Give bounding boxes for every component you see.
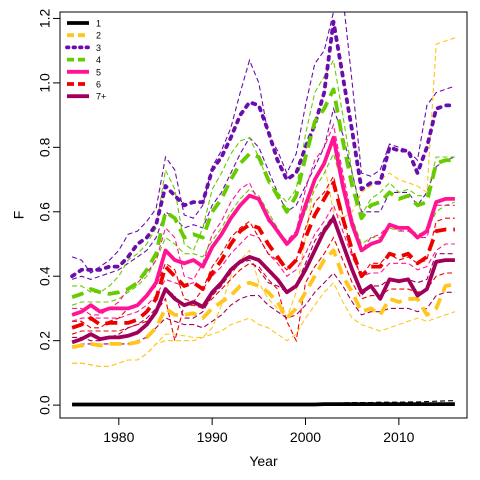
legend-label-3: 4	[96, 55, 101, 65]
legend-label-6: 7+	[96, 92, 106, 102]
y-axis-title: F	[11, 211, 27, 220]
x-tick-label-3: 2010	[383, 429, 414, 445]
y-tick-label-3: 0.6	[37, 202, 53, 222]
legend-label-2: 3	[96, 43, 101, 53]
series-1-upper-bound	[72, 37, 456, 367]
y-axis: 0.0 0.2 0.4 0.6 0.8 1.0 1.2	[37, 9, 61, 415]
x-axis: 1980 1990 2000 2010	[103, 417, 415, 445]
x-axis-title: Year	[249, 453, 278, 469]
y-tick-label-2: 0.4	[37, 266, 53, 286]
x-tick-label-2: 2000	[290, 429, 321, 445]
y-tick-label-5: 1.0	[37, 73, 53, 93]
series-1-line	[71, 248, 456, 349]
x-tick-label-0: 1980	[103, 429, 134, 445]
legend: 1 2 3 4 5 6 7+	[65, 19, 106, 102]
y-tick-label-6: 1.2	[37, 9, 53, 29]
series-lines	[70, 12, 457, 407]
legend-label-5: 6	[96, 80, 101, 90]
series-1-lower-bound	[72, 281, 456, 367]
series-6-line	[71, 216, 455, 345]
series-3-upper-bound	[72, 58, 455, 293]
y-tick-label-0: 0.0	[37, 395, 53, 415]
plot-frame	[59, 11, 468, 419]
y-tick-label-1: 0.2	[37, 331, 53, 351]
series-2-upper-bound	[71, 12, 456, 274]
x-tick-label-1: 1990	[197, 429, 228, 445]
series-2-line	[70, 19, 457, 279]
series-5-line	[71, 180, 455, 330]
legend-label-1: 2	[96, 31, 101, 41]
series-4-line	[71, 135, 455, 317]
legend-label-0: 1	[96, 19, 101, 29]
legend-label-4: 5	[96, 67, 101, 77]
y-tick-label-4: 0.8	[37, 137, 53, 157]
series-2-lower-bound	[71, 106, 456, 280]
series-3-lower-bound	[71, 152, 456, 306]
series-3-line	[71, 87, 455, 299]
series-5-upper-bound	[72, 174, 455, 329]
